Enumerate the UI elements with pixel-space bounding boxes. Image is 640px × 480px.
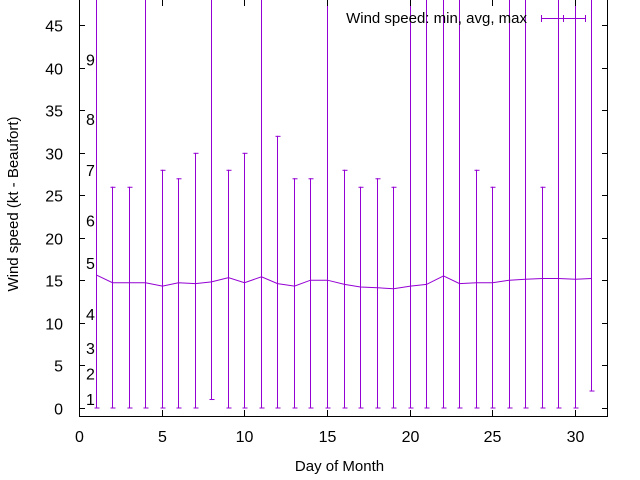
y-tick-label: 10 xyxy=(45,317,63,334)
x-tick-label: 25 xyxy=(484,429,502,446)
x-tick-label: 5 xyxy=(158,429,167,446)
y-tick-label: 5 xyxy=(54,359,63,376)
beaufort-label: 8 xyxy=(86,112,95,129)
beaufort-label: 3 xyxy=(86,341,95,358)
avg-line xyxy=(96,274,592,290)
beaufort-label: 2 xyxy=(86,367,95,384)
beaufort-label: 4 xyxy=(86,307,95,324)
beaufort-label: 7 xyxy=(86,163,95,180)
y-tick-label: 35 xyxy=(45,104,63,121)
beaufort-label: 1 xyxy=(86,392,95,409)
x-tick-label: 15 xyxy=(319,429,337,446)
y-tick-label: 15 xyxy=(45,274,63,291)
y-tick-label: 40 xyxy=(45,62,63,79)
y-tick-label: 0 xyxy=(54,402,63,419)
y-tick-label: 30 xyxy=(45,147,63,164)
y-tick-label: 25 xyxy=(45,189,63,206)
y-tick-label: 45 xyxy=(45,19,63,36)
legend-label: Wind speed: min, avg, max xyxy=(346,10,527,27)
plot-frame xyxy=(79,0,608,417)
x-axis-title: Day of Month xyxy=(295,458,384,475)
x-tick-label: 20 xyxy=(402,429,420,446)
y-axis-title: Wind speed (kt - Beaufort) xyxy=(5,116,22,291)
x-tick-label: 0 xyxy=(75,429,84,446)
beaufort-label: 5 xyxy=(86,256,95,273)
x-tick-label: 10 xyxy=(236,429,254,446)
beaufort-label: 9 xyxy=(86,52,95,69)
y-tick-label: 20 xyxy=(45,232,63,249)
beaufort-label: 6 xyxy=(86,214,95,231)
x-tick-label: 30 xyxy=(567,429,585,446)
